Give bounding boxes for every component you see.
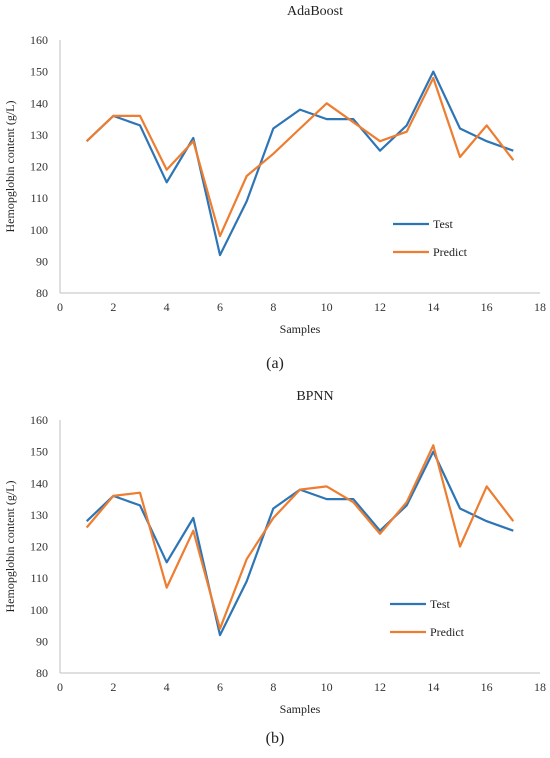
y-tick-label: 90 — [36, 254, 48, 268]
x-tick-label: 16 — [481, 680, 493, 694]
bpnn-line-chart: BPNN 80 90 100 110 120 130 140 150 160 0 2 4 6 8 10 12 14… — [3, 389, 546, 716]
x-axis-label: Samples — [280, 702, 321, 716]
x-tick-label: 2 — [110, 300, 116, 314]
x-tick-label: 12 — [374, 680, 386, 694]
x-tick-label: 6 — [217, 300, 223, 314]
y-tick-label: 90 — [36, 634, 48, 648]
x-tick-label: 8 — [270, 300, 276, 314]
x-tick-label: 0 — [57, 300, 63, 314]
x-tick-label: 14 — [427, 300, 439, 314]
legend-label-predict: Predict — [430, 625, 465, 639]
y-tick-label: 100 — [30, 223, 48, 237]
y-tick-label: 80 — [36, 666, 48, 680]
y-tick-label: 80 — [36, 286, 48, 300]
y-tick-label: 110 — [30, 191, 48, 205]
x-axis-label: Samples — [280, 322, 321, 336]
panel-label-a: (a) — [266, 355, 284, 372]
y-tick-label: 140 — [30, 96, 48, 110]
x-tick-label: 16 — [481, 300, 493, 314]
series-line-predict — [85, 444, 515, 630]
y-tick-label: 130 — [30, 508, 48, 522]
series-line-predict — [85, 76, 515, 238]
chart-panel-bpnn: BPNN 80 90 100 110 120 130 140 150 160 0 2 4 6 8 10 12 14… — [0, 380, 550, 758]
x-tick-label: 8 — [270, 680, 276, 694]
chart-panel-adaboost: AdaBoost 80 90 100 110 120 130 140 150 160 0 2 4 6 8 10… — [3, 4, 546, 372]
y-axis-label: Hemopglobin content (g/L) — [3, 481, 17, 613]
y-tick-label: 120 — [30, 540, 48, 554]
y-tick-label: 110 — [30, 571, 48, 585]
x-tick-label: 10 — [321, 300, 333, 314]
panel-label-b: (b) — [265, 730, 285, 747]
x-tick-label: 14 — [427, 680, 439, 694]
y-tick-label: 160 — [30, 413, 48, 427]
legend-label-predict: Predict — [433, 245, 468, 259]
legend-label-test: Test — [430, 597, 450, 611]
y-tick-label: 160 — [30, 33, 48, 47]
y-tick-label: 150 — [30, 445, 48, 459]
x-tick-label: 6 — [217, 680, 223, 694]
adaboost-line-chart: AdaBoost 80 90 100 110 120 130 140 150 160 0 2 4 6 8 10… — [3, 4, 546, 336]
y-tick-label: 150 — [30, 65, 48, 79]
x-tick-label: 18 — [534, 300, 546, 314]
chart-title: AdaBoost — [287, 4, 343, 19]
y-tick-label: 140 — [30, 476, 48, 490]
y-axis-label: Hemopglobin content (g/L) — [3, 101, 17, 233]
y-tick-label: 130 — [30, 128, 48, 142]
legend-label-test: Test — [433, 217, 453, 231]
x-tick-label: 18 — [534, 680, 546, 694]
y-tick-label: 100 — [30, 603, 48, 617]
x-tick-label: 10 — [321, 680, 333, 694]
series-line-test — [85, 70, 514, 257]
x-tick-label: 0 — [57, 680, 63, 694]
chart-title: BPNN — [296, 389, 333, 404]
y-tick-label: 120 — [30, 160, 48, 174]
x-tick-label: 4 — [164, 680, 170, 694]
x-tick-label: 4 — [164, 300, 170, 314]
x-tick-label: 2 — [110, 680, 116, 694]
x-tick-label: 12 — [374, 300, 386, 314]
